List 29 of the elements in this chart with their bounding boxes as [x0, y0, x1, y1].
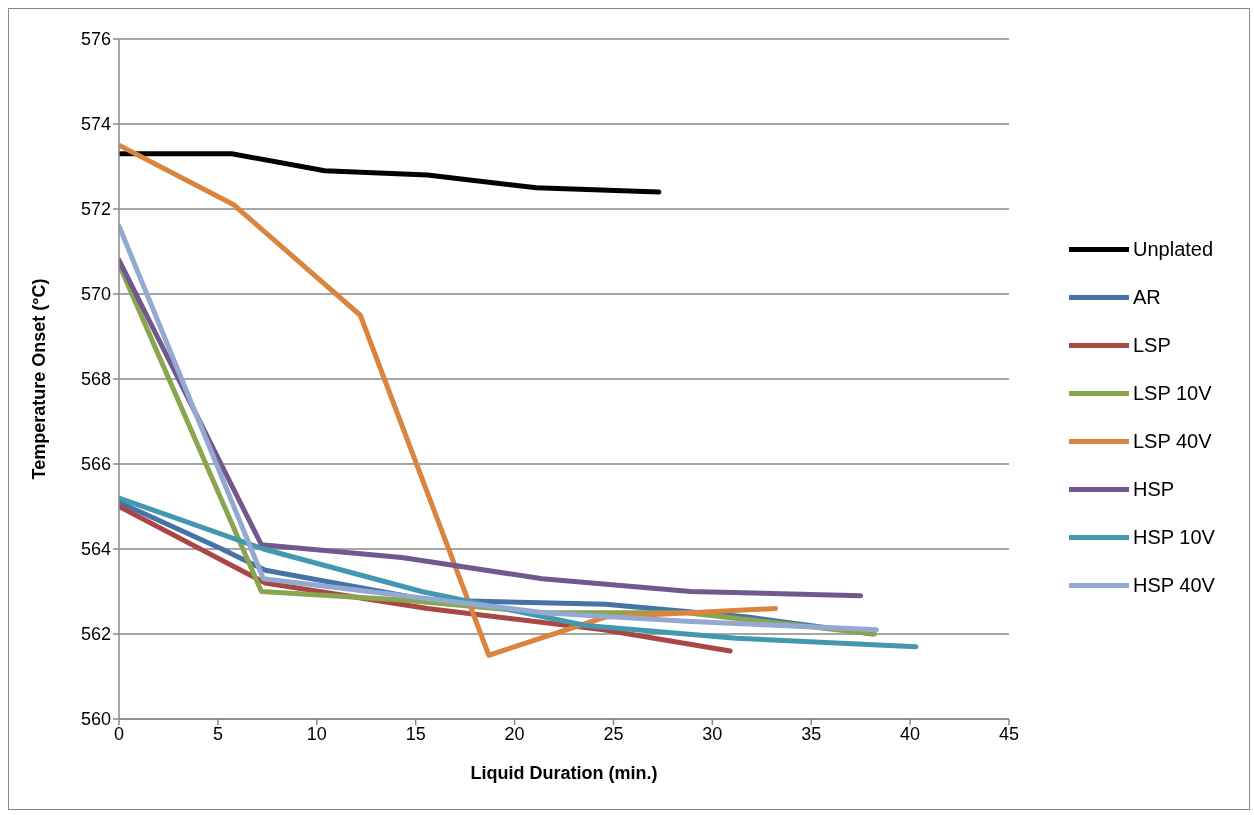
y-tick-label: 564 [80, 539, 111, 560]
x-tick-label: 20 [504, 723, 525, 744]
legend-label: HSP [1133, 477, 1175, 501]
x-tick-label: 40 [900, 723, 921, 744]
y-tick-label: 576 [80, 29, 111, 50]
y-tick-label: 562 [80, 624, 111, 645]
legend-label: AR [1133, 285, 1161, 309]
y-axis-title: Temperature Onset (°C) [29, 278, 50, 480]
y-tick-label: 568 [80, 369, 111, 390]
x-tick-label: 0 [113, 723, 125, 744]
legend-label: Unplated [1133, 237, 1214, 261]
y-tick-label: 574 [80, 114, 111, 135]
y-tick-label: 566 [80, 454, 111, 475]
legend-label: HSP 40V [1133, 573, 1215, 597]
legend-label: LSP 40V [1133, 429, 1212, 453]
x-axis-title: Liquid Duration (min.) [470, 763, 658, 783]
x-tick-label: 30 [702, 723, 723, 744]
y-tick-label: 572 [80, 199, 111, 220]
y-tick-label: 560 [80, 709, 111, 730]
legend-label: HSP 10V [1133, 525, 1215, 549]
legend-label: LSP [1133, 333, 1171, 357]
x-tick-label: 45 [998, 723, 1020, 744]
x-tick-label: 15 [405, 723, 426, 744]
x-tick-label: 25 [603, 723, 624, 744]
x-tick-label: 10 [306, 723, 327, 744]
x-tick-label: 35 [801, 723, 822, 744]
legend-label: LSP 10V [1133, 381, 1212, 405]
x-tick-label: 5 [212, 723, 223, 744]
y-tick-label: 570 [80, 284, 111, 305]
